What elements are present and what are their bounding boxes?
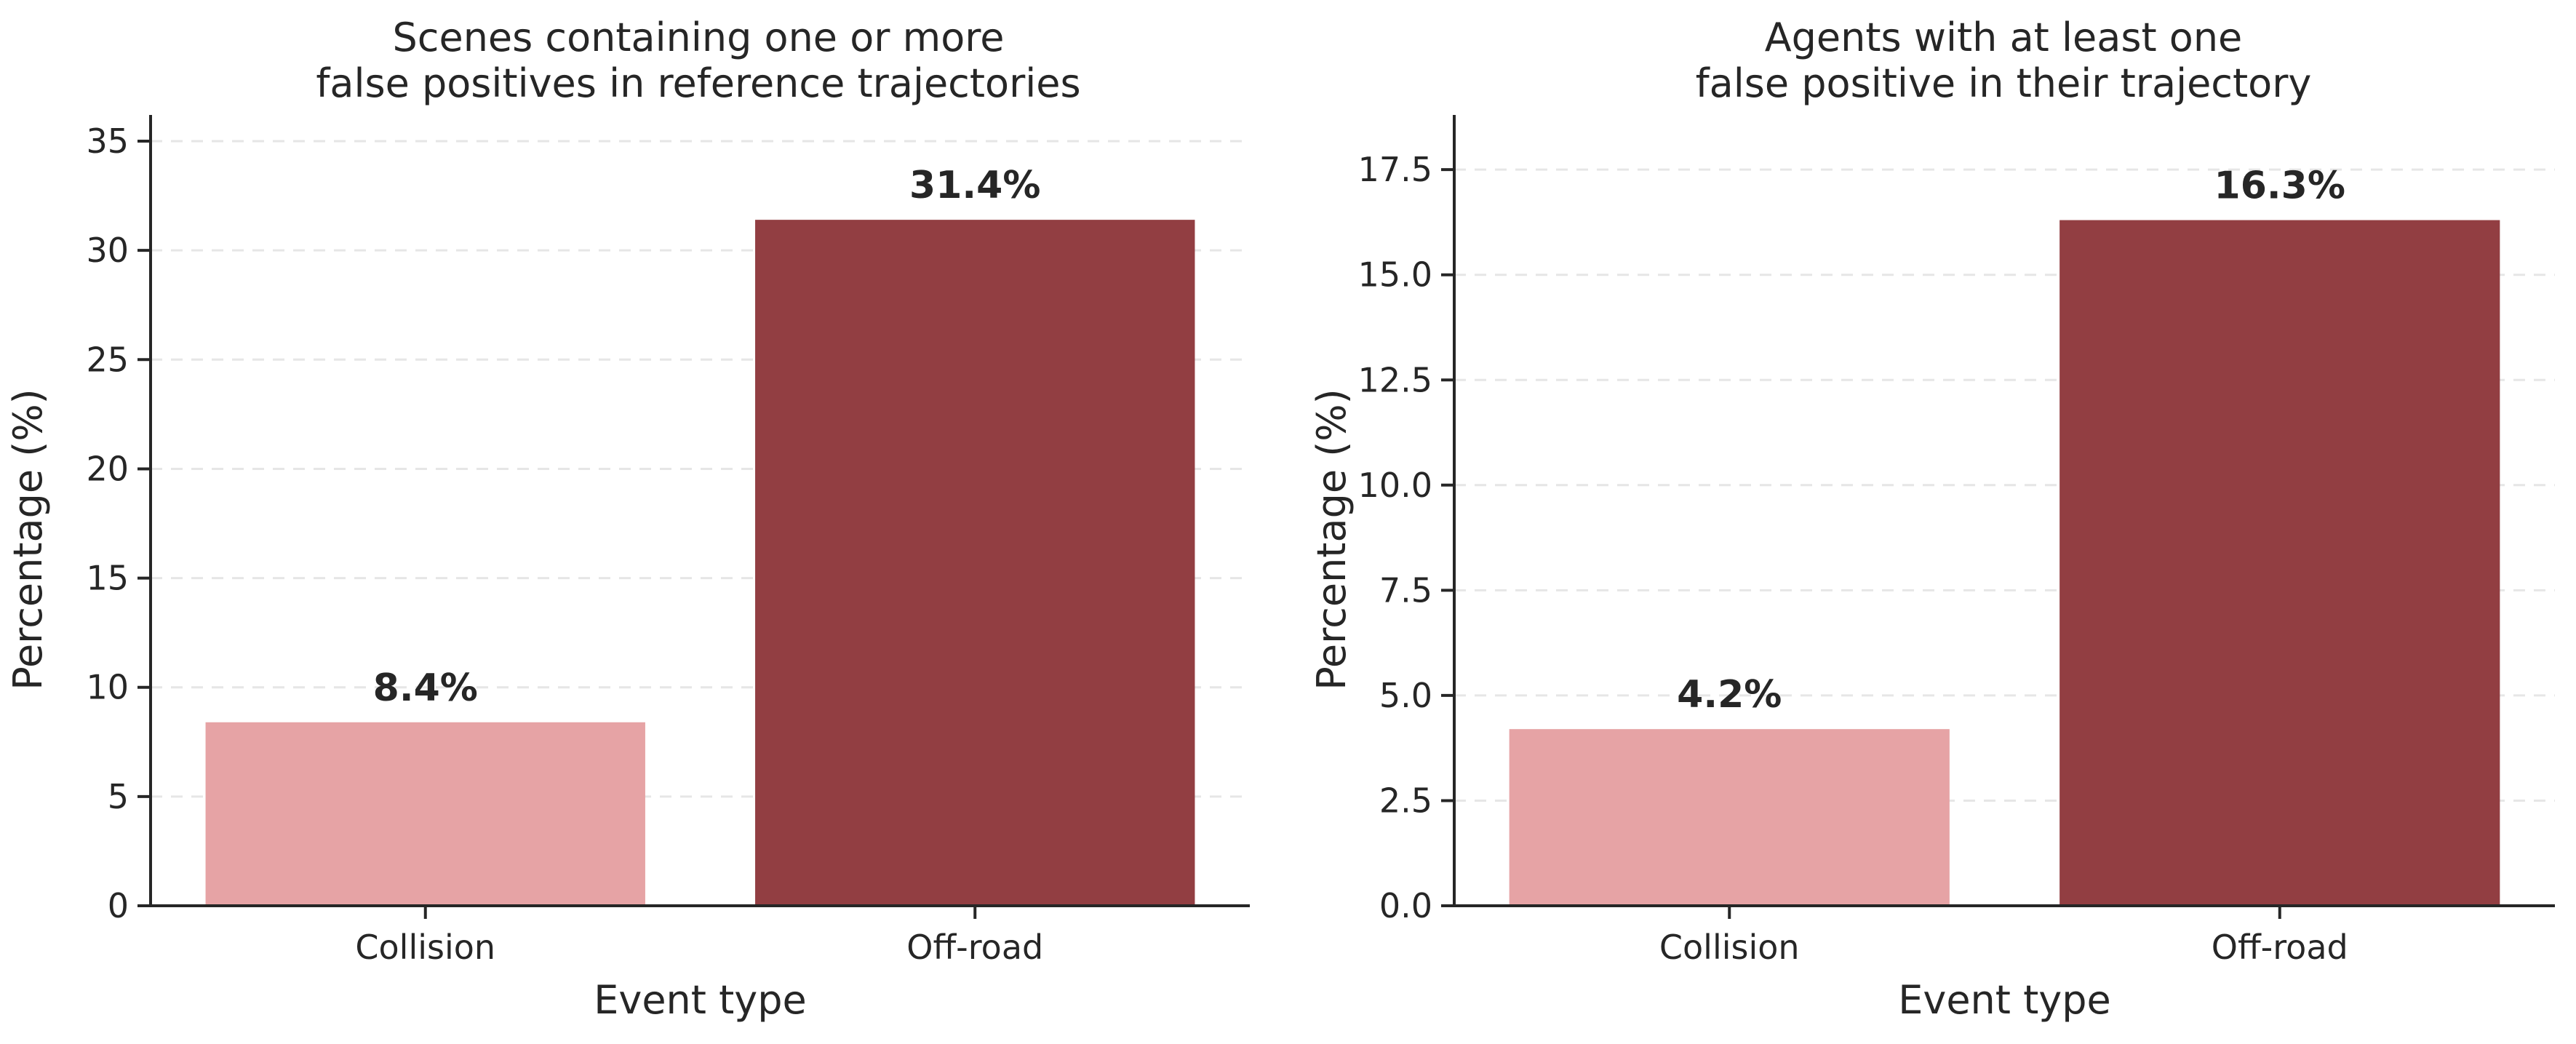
chart-title-line-2: false positives in reference trajectorie… xyxy=(316,60,1080,106)
y-tick-label: 17.5 xyxy=(1358,150,1432,189)
y-tick-label: 5.0 xyxy=(1379,676,1432,715)
data-label: 31.4% xyxy=(909,164,1040,207)
y-tick-label: 15.0 xyxy=(1358,255,1432,295)
y-tick-label: 20 xyxy=(86,449,129,488)
chart-title-line-2: false positive in their trajectory xyxy=(1696,60,2312,106)
x-tick-label: Off-road xyxy=(906,928,1043,967)
y-tick-label: 15 xyxy=(86,559,129,598)
y-tick-label: 35 xyxy=(86,121,129,161)
bar-collision xyxy=(205,722,645,906)
y-tick-label: 0.0 xyxy=(1379,886,1432,925)
chart-title-line-1: Scenes containing one or more xyxy=(393,15,1005,60)
bar-off-road xyxy=(755,220,1195,906)
y-tick-label: 25 xyxy=(86,340,129,379)
y-tick-label: 10.0 xyxy=(1358,466,1432,505)
y-tick-label: 12.5 xyxy=(1358,360,1432,399)
y-tick-label: 7.5 xyxy=(1379,570,1432,610)
y-tick-label: 30 xyxy=(86,231,129,270)
y-axis-label: Percentage (%) xyxy=(5,388,51,690)
y-tick-label: 2.5 xyxy=(1379,781,1432,820)
y-axis-label: Percentage (%) xyxy=(1309,388,1355,690)
x-tick-label: Off-road xyxy=(2212,928,2348,967)
x-axis-label: Event type xyxy=(1898,977,2111,1023)
y-tick-label: 0 xyxy=(108,886,129,925)
data-label: 8.4% xyxy=(373,666,478,710)
x-axis-label: Event type xyxy=(594,977,807,1023)
data-label: 4.2% xyxy=(1677,673,1782,717)
chart-title-line-1: Agents with at least one xyxy=(1765,15,2243,60)
bar-collision xyxy=(1509,729,1950,906)
data-label: 16.3% xyxy=(2214,164,2345,208)
y-tick-label: 5 xyxy=(108,777,129,816)
x-tick-label: Collision xyxy=(355,928,495,967)
y-tick-label: 10 xyxy=(86,668,129,707)
bar-off-road xyxy=(2059,220,2500,906)
x-tick-label: Collision xyxy=(1659,928,1800,967)
